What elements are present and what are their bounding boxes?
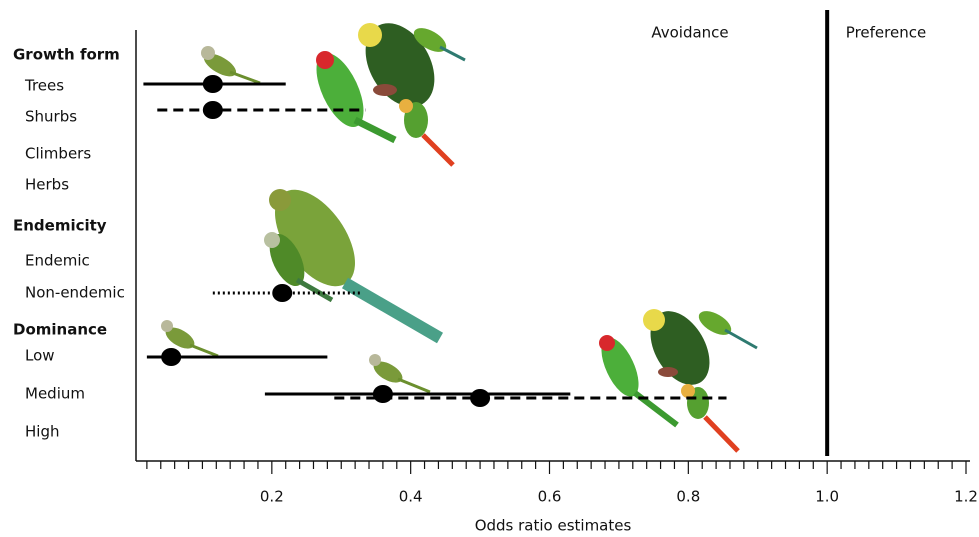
annotation: Preference [846,24,926,42]
estimate-point [202,101,223,119]
x-tick-label: 0.8 [676,488,700,506]
x-tick-label: 1.2 [954,488,978,506]
row-label: Trees [24,77,64,95]
row-label: Medium [25,385,85,403]
row-label: Non-endemic [25,284,125,302]
row-label: Low [25,347,55,365]
x-tick-label: 0.6 [538,488,562,506]
row-label: High [25,423,59,441]
estimate-point [372,385,393,403]
estimate-point [470,389,491,407]
group-heading: Dominance [13,321,107,339]
estimate-point [202,75,223,93]
x-tick-label: 0.2 [260,488,284,506]
x-axis-label: Odds ratio estimates [475,517,632,535]
row-label: Climbers [25,145,91,163]
estimate-point [161,348,182,366]
estimate-point [272,284,293,302]
x-tick-label: 0.4 [399,488,423,506]
x-tick-label: 1.0 [815,488,839,506]
row-label: Herbs [25,176,69,194]
row-label: Endemic [25,252,90,270]
group-heading: Endemicity [13,217,107,235]
row-label: Shurbs [25,108,77,126]
annotation: Avoidance [651,24,728,42]
group-heading: Growth form [13,46,120,64]
parrot-illustration [161,23,758,453]
